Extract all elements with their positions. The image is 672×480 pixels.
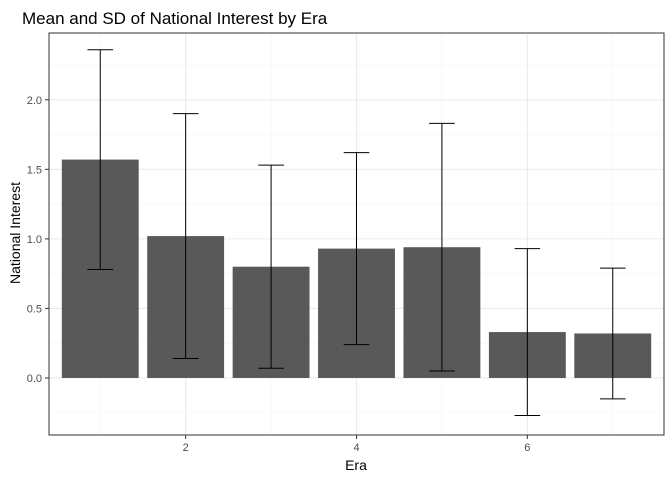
x-tick-label: 4 bbox=[353, 442, 359, 454]
chart-title: Mean and SD of National Interest by Era bbox=[22, 9, 328, 28]
error-bars bbox=[87, 49, 626, 417]
y-tick-label: 0.5 bbox=[27, 303, 42, 315]
x-tick-label: 6 bbox=[524, 442, 530, 454]
y-tick-label: 0.0 bbox=[27, 373, 42, 385]
y-tick-label: 1.5 bbox=[27, 164, 42, 176]
axis-ticks: 0.0 0.5 1.0 1.5 2.0 2 4 6 bbox=[27, 95, 531, 454]
y-tick-label: 1.0 bbox=[27, 234, 42, 246]
x-axis-title: Era bbox=[345, 457, 367, 473]
x-tick-label: 2 bbox=[183, 442, 189, 454]
y-tick-label: 2.0 bbox=[27, 95, 42, 107]
y-axis-title: National Interest bbox=[7, 182, 23, 284]
